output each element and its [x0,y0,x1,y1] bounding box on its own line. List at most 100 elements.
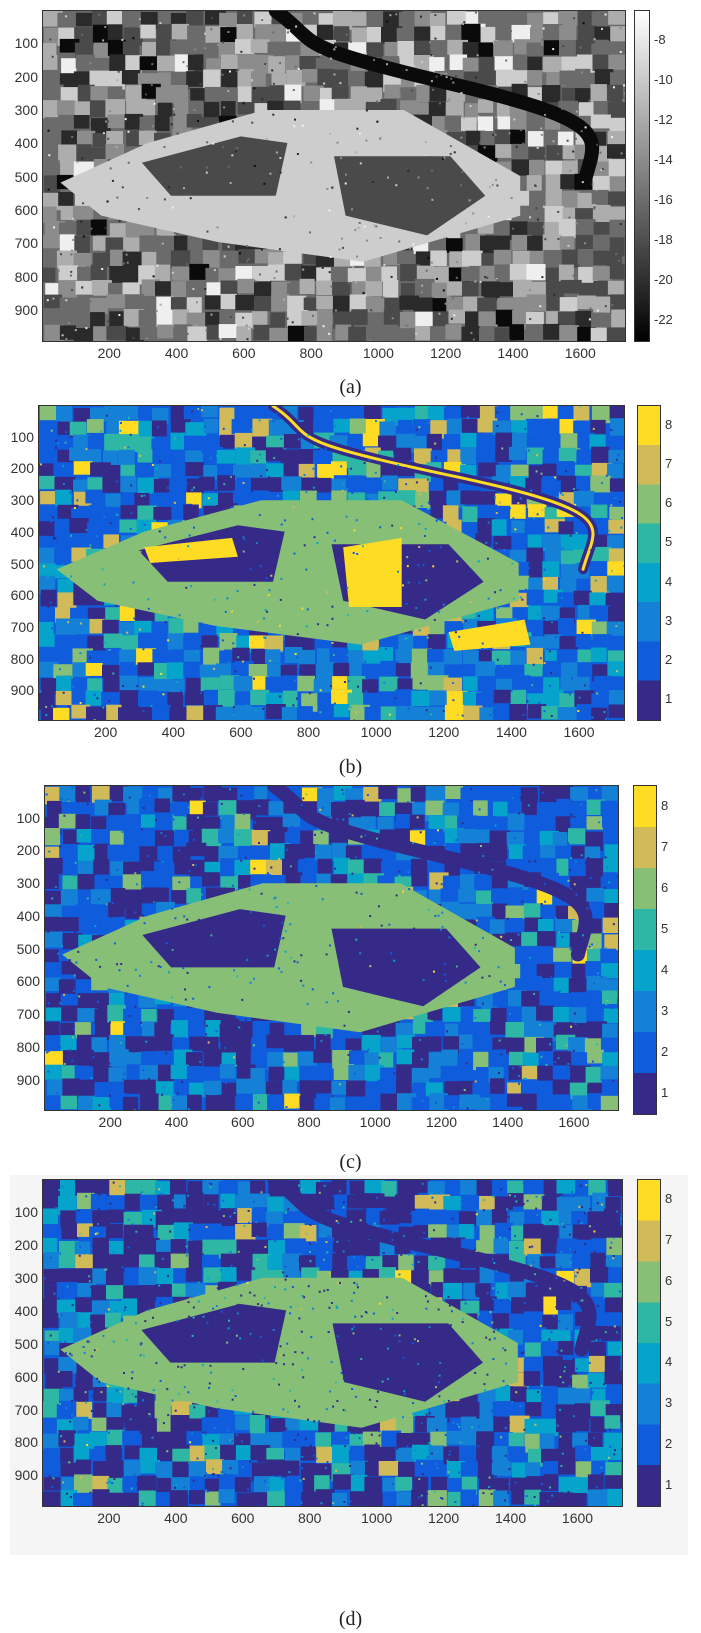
field-patch [121,1404,141,1422]
speckle [388,923,391,926]
field-patch [57,1268,77,1286]
field-patch [384,41,401,61]
field-patch [102,665,120,679]
speckle [232,706,235,709]
speckle [484,276,487,279]
speckle [452,682,455,684]
speckle [177,1392,180,1395]
speckle [383,264,386,266]
speckle [136,685,139,688]
speckle [369,965,372,968]
speckle [166,1388,169,1391]
speckle [128,168,131,171]
speckle [430,261,433,264]
field-patch [300,1446,316,1461]
field-patch [157,1446,176,1461]
field-patch [265,447,284,462]
field-patch [284,263,304,281]
speckle [254,280,257,283]
field-patch [71,691,90,707]
speckle [437,829,439,832]
speckle [419,682,422,685]
field-patch [43,1180,63,1198]
speckle [172,108,175,111]
speckle [195,864,197,867]
field-patch [286,1491,304,1506]
speckle [548,650,551,653]
field-patch [440,1065,459,1083]
field-patch [157,236,174,251]
speckle [121,831,124,833]
field-patch [189,800,206,816]
speckle [143,494,146,497]
field-patch [107,86,123,104]
speckle [232,642,235,645]
speckle [79,1233,82,1236]
field-patch [507,887,523,906]
speckle [260,248,263,251]
field-patch [204,1194,219,1213]
speckle [102,132,105,135]
speckle [67,798,70,801]
image-a-svg [43,11,625,341]
field-patch [607,84,623,103]
field-patch [429,13,446,30]
field-patch [120,475,137,493]
field-patch [365,1239,384,1259]
speckle [147,854,150,857]
field-patch [592,234,612,250]
speckle [98,1380,101,1383]
speckle [512,517,515,520]
speckle [489,713,492,716]
speckle [351,1388,354,1390]
speckle [433,618,436,621]
speckle [258,842,260,844]
field-patch [171,649,188,666]
speckle [228,1009,231,1012]
speckle [545,1063,548,1066]
speckle [80,177,82,180]
speckle [355,851,358,853]
speckle [93,719,96,720]
speckle [141,828,143,831]
speckle [180,166,182,169]
field-patch [588,1180,606,1196]
speckle [96,697,99,700]
speckle [236,1312,239,1315]
speckle [560,597,563,599]
field-patch [40,678,61,695]
field-patch [366,27,385,43]
speckle [80,220,83,223]
field-patch [395,1476,413,1491]
speckle [47,1002,50,1005]
speckle [427,421,430,424]
field-patch [333,26,350,42]
speckle [225,247,228,250]
speckle [66,1285,69,1288]
field-patch [157,1009,174,1026]
field-patch [75,280,94,295]
field-patch [472,1021,492,1037]
speckle [340,237,343,240]
field-patch [400,87,417,102]
speckle [57,269,60,272]
speckle [313,12,316,15]
field-patch [121,635,139,650]
speckle [171,996,174,999]
speckle [420,1025,423,1028]
field-patch [299,1225,317,1243]
field-patch [220,1038,236,1057]
speckle [550,975,553,978]
field-patch [558,447,577,463]
field-patch [125,327,144,341]
field-patch [508,1051,527,1070]
field-patch [521,1065,539,1081]
field-patch [350,1460,368,1476]
field-patch [443,434,462,451]
speckle [574,137,577,140]
speckle [330,285,333,288]
speckle [586,907,589,910]
field-patch [525,1297,544,1312]
field-patch [461,267,482,282]
field-patch [119,649,139,666]
